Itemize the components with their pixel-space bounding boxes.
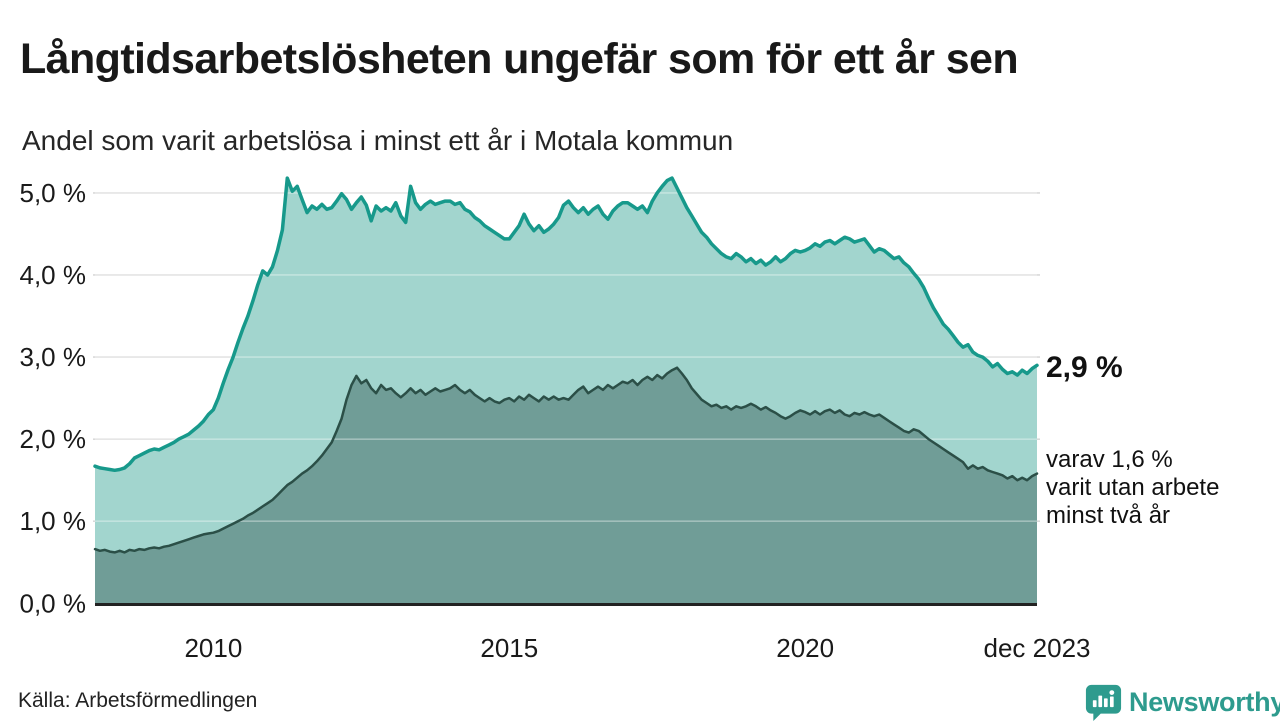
two-year-area-fill [95,367,1037,604]
y-axis-label: 0,0 % [20,588,87,618]
y-axis-label: 1,0 % [20,506,87,536]
x-axis-label: 2020 [776,633,834,663]
chart-title: Långtidsarbetslösheten ungefär som för e… [20,34,1019,83]
two-year-annotation: varav 1,6 % varit utan arbete minst två … [1046,446,1266,530]
two-year-annotation-line2: varit utan arbete [1046,474,1220,501]
y-axis-label: 3,0 % [20,342,87,372]
newsworthy-wordmark: Newsworthy [1129,686,1280,717]
x-axis-label: 2010 [184,633,242,663]
two-year-line [93,366,1039,554]
two-year-annotation-line3: minst två år [1046,502,1171,529]
newsworthy-icon [1085,684,1122,721]
two-year-annotation-line1: varav 1,6 % [1046,446,1173,473]
y-axis-label: 2,0 % [20,424,87,454]
x-axis-label: 2015 [480,633,538,663]
chart-subtitle: Andel som varit arbetslösa i minst ett å… [22,125,734,156]
latest-total-value-label: 2,9 % [1046,351,1123,384]
x-axis-label: dec 2023 [984,633,1091,663]
y-axis-label: 5,0 % [20,178,87,208]
newsworthy-logo: Newsworthy [1085,684,1280,721]
source-note: Källa: Arbetsförmedlingen [18,689,258,712]
total-line [93,176,1039,473]
y-axis-label: 4,0 % [20,260,87,290]
